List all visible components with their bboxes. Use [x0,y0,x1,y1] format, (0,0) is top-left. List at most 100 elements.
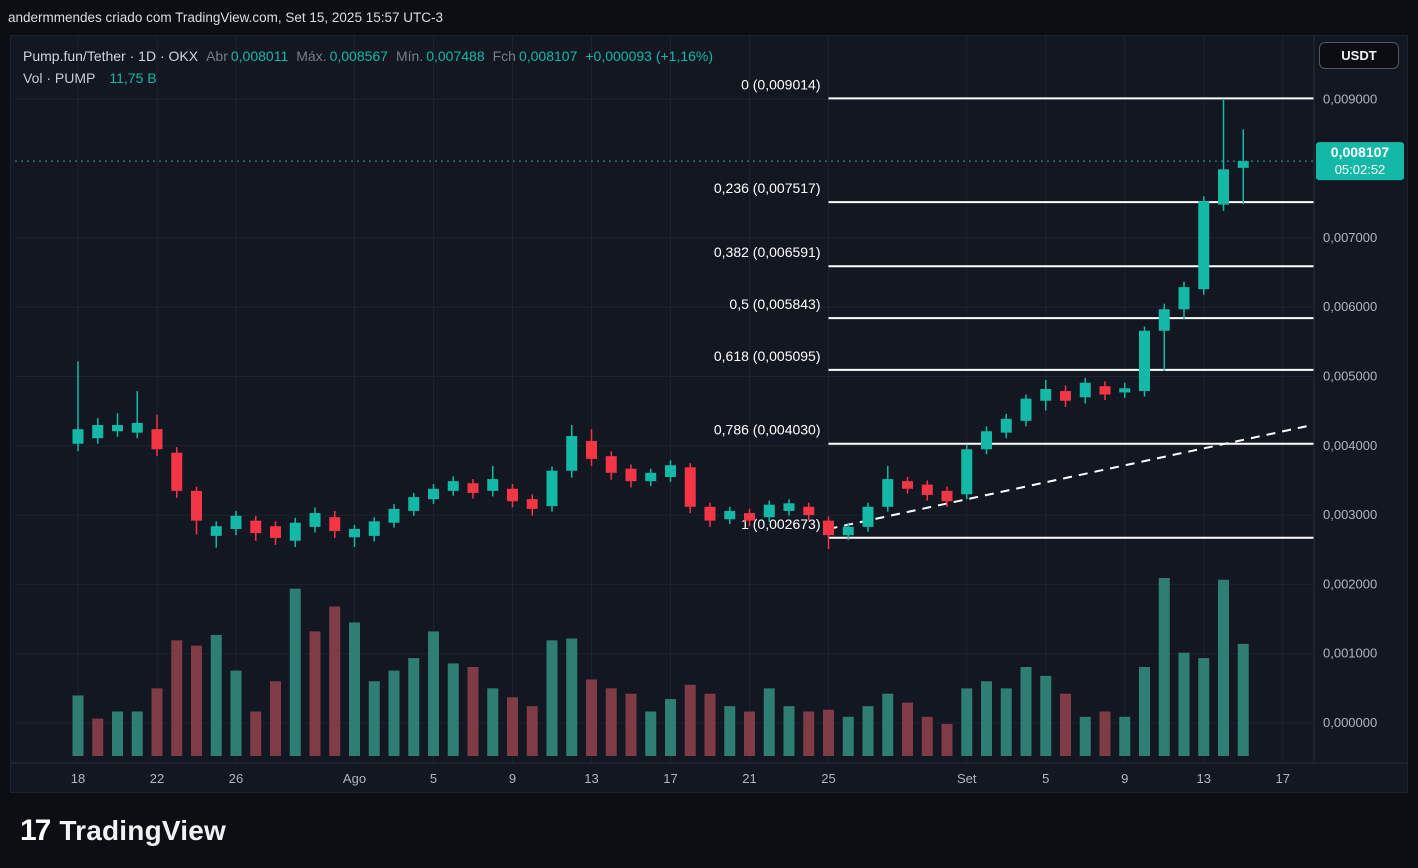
volume-bar [625,693,637,756]
fib-level-label: 0,618 (0,005095) [714,348,821,364]
price-tick-label: 0,004000 [1323,438,1377,453]
volume-bar [428,631,439,756]
candle-body [1237,161,1249,168]
volume-value: 11,75 B [109,70,157,86]
candle-body [151,429,163,450]
chart-pane: 0 (0,009014) 0,236 (0,007517) 0,382 (0,006… [10,35,1408,793]
time-axis[interactable]: 18 22 26 Ago 5 9 13 17 21 25 Set 5 9 13 17 [71,771,1290,786]
price-tick-label: 0,007000 [1323,230,1377,245]
volume-legend: Vol · PUMP 11,75 B [23,68,713,88]
candle-body [1000,418,1012,433]
volume-bar [349,622,360,756]
price-tick-label: 0,009000 [1323,91,1377,106]
currency-toggle-button[interactable]: USDT [1319,42,1399,69]
volume-bar [309,631,321,756]
candle-body [823,520,834,536]
candle-body [270,526,281,538]
candle-body [566,436,578,471]
candle-body [1040,388,1052,401]
volume-bar [368,681,380,756]
candle-body [191,490,202,521]
volume-bar [665,699,676,756]
candle-body [112,425,123,432]
price-axis[interactable]: 0,009000 0,007000 0,006000 0,005000 0,004000… [1323,91,1377,730]
volume-bar [151,688,163,756]
volume-bar [1139,667,1150,756]
volume-bar [112,711,123,756]
candle-body [1060,391,1071,401]
volume-bar [605,688,617,756]
volume-bar [1158,578,1170,756]
volume-bar [803,711,815,756]
volume-bar [724,706,736,756]
candle-body [763,504,775,518]
candle-body [447,481,459,491]
candle-body [605,456,617,473]
candle-body [1158,309,1170,331]
tradingview-brand[interactable]: TradingView [59,814,226,846]
candle-body [171,452,183,491]
volume-bar [1099,711,1111,756]
candle-body [92,425,104,439]
candle-body [526,499,538,509]
tradingview-logo-icon[interactable]: 17 [20,813,51,847]
fib-level-label: 0,382 (0,006591) [714,244,821,260]
candle-body [862,506,874,527]
volume-bar [447,663,459,756]
candle-body [487,479,499,491]
time-tick-label: 13 [1197,771,1211,786]
volume-bar [92,718,104,756]
time-tick-label: Ago [343,771,366,786]
volume-bar [289,588,301,756]
volume-bar [684,684,696,756]
volume-bar [1020,667,1032,756]
candle-body [329,517,341,532]
candle-body [684,467,696,507]
price-tick-label: 0,002000 [1323,576,1377,591]
candle-body [1178,287,1190,310]
volume-bar [586,679,597,756]
volume-bar [171,640,183,756]
candle-body [388,508,400,523]
candle-body [309,513,321,527]
fib-level-label: 0 (0,009014) [741,76,820,92]
candle-body [803,506,815,516]
candle-body [704,506,716,521]
candle-body [210,526,222,536]
candle-body [368,521,380,536]
volume-bar [507,697,518,756]
volume-bar [882,693,894,756]
candle-body [981,431,992,450]
volume-bar [230,670,242,756]
candle-body [941,490,953,502]
volume-bar [862,706,874,756]
volume-bar [408,658,420,756]
ohlc-close: Fch 0,008107 [492,48,578,64]
footer: 17 TradingView [0,793,1418,868]
volume-bar [823,709,834,756]
ohlc-open: Abr 0,008011 [206,48,289,64]
volume-bar [1000,688,1012,756]
time-tick-label: 13 [584,771,598,786]
candle-body [842,526,854,536]
volume-bar [1237,643,1249,756]
candle-body [289,522,301,541]
volume-bar [1079,716,1091,756]
chart-canvas[interactable]: 0 (0,009014) 0,236 (0,007517) 0,382 (0,006… [11,36,1407,792]
fib-level-label: 0,786 (0,004030) [714,422,821,438]
chart-background [11,36,1407,792]
volume-bar [250,711,262,756]
time-tick-label: 5 [430,771,437,786]
volume-bar [546,640,558,756]
time-tick-label: 17 [663,771,677,786]
last-price-badge: 0,008107 05:02:52 [1316,142,1404,181]
trendline[interactable] [828,424,1313,530]
attribution-bar: andermmendes criado com TradingView.com,… [0,0,1418,35]
candle-body [230,515,242,529]
symbol-title[interactable]: Pump.fun/Tether · 1D · OKX [23,48,199,64]
candle-body [408,497,420,511]
time-tick-label: 5 [1042,771,1049,786]
time-tick-label: 21 [742,771,756,786]
volume-bar [467,667,479,756]
candle-body [72,429,84,444]
